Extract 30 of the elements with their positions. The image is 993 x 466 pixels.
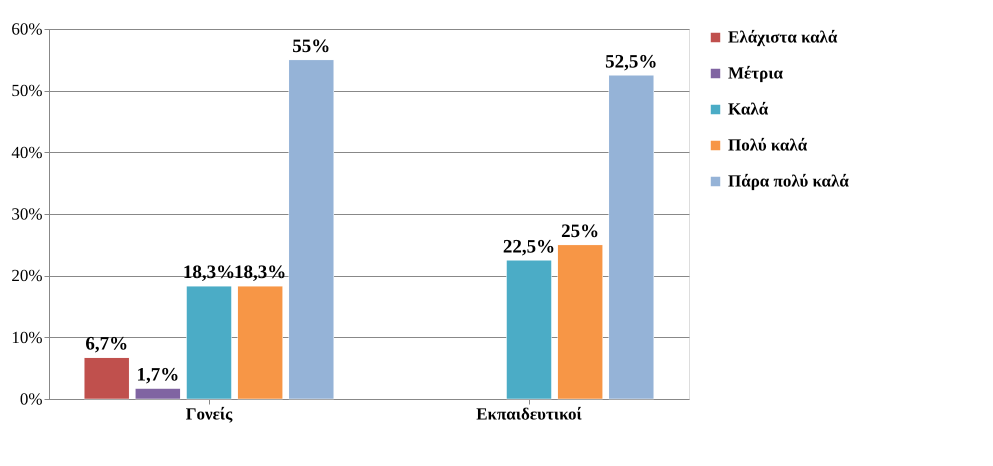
data-label: 18,3% — [182, 262, 236, 284]
legend-label: Ελάχιστα καλά — [728, 28, 838, 46]
y-tick-label: 30% — [11, 204, 42, 224]
y-tick-label: 20% — [11, 266, 42, 286]
bar — [237, 286, 283, 400]
bar — [135, 388, 181, 400]
x-tick-label: Γονείς — [186, 404, 234, 424]
bar — [506, 260, 552, 400]
data-label: 6,7% — [85, 334, 128, 355]
data-label: 18,3% — [234, 262, 286, 284]
legend-label: Πάρα πολύ καλά — [728, 172, 850, 190]
bar — [288, 60, 334, 400]
y-tick-label: 10% — [11, 328, 42, 347]
y-tick-label: 50% — [11, 81, 42, 100]
bar — [557, 244, 603, 400]
y-tick-label: 40% — [11, 142, 42, 162]
data-label: 1,7% — [136, 364, 180, 386]
data-label: 55% — [292, 36, 330, 57]
legend-label: Μέτρια — [728, 64, 784, 82]
x-tick-label: Εκπαιδευτικοί — [476, 404, 583, 424]
bar — [186, 286, 232, 400]
data-label: 52,5% — [605, 51, 658, 72]
bar — [84, 357, 130, 400]
y-tick-label: 0% — [20, 390, 42, 408]
legend-label: Πολύ καλά — [728, 136, 808, 154]
data-label: 25% — [561, 220, 600, 242]
legend-label: Καλά — [728, 100, 769, 118]
bar — [608, 75, 654, 400]
data-label: 22,5% — [502, 236, 556, 258]
y-tick-label: 60% — [11, 20, 42, 38]
